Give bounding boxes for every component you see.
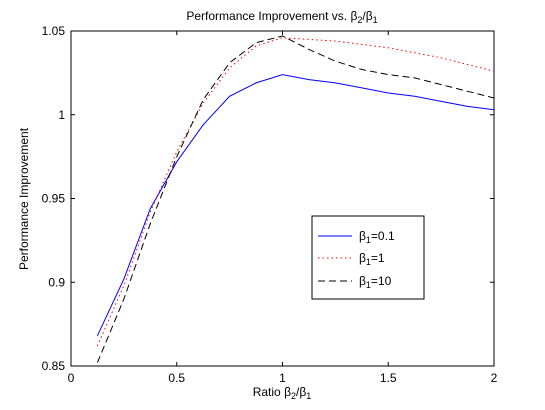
legend-label-1: β1=1: [359, 251, 385, 267]
y-axis-title: Performance Improvement: [17, 127, 31, 270]
chart-title: Performance Improvement vs. β2/β1: [186, 9, 377, 25]
y-tick-label: 1.05: [42, 24, 66, 38]
legend-label-0: β1=0.1: [359, 229, 395, 245]
x-tick-label: 0: [68, 371, 75, 385]
y-tick-label: 1: [58, 108, 65, 122]
x-tick-label: 2: [491, 371, 498, 385]
series-line-2: [96, 35, 495, 363]
legend: β1=0.1 β1=1 β1=10: [311, 215, 425, 300]
legend-entries: β1=0.1 β1=1 β1=10: [318, 229, 395, 290]
x-axis-title: Ratio β2/β1: [253, 385, 312, 401]
series-line-0: [96, 74, 495, 337]
x-tick-label: 0.5: [168, 371, 185, 385]
y-tick-label: 0.95: [42, 192, 66, 206]
axes: 0 0.5 1 1.5 2 0.85 0.9 0.95 1 1.05: [42, 24, 498, 385]
legend-label-2: β1=10: [359, 274, 392, 290]
x-tick-label: 1.5: [380, 371, 397, 385]
y-tick-label: 0.9: [48, 275, 65, 289]
series: [96, 35, 495, 363]
x-tick-label: 1: [279, 371, 286, 385]
plot-area: [70, 30, 495, 367]
legend-box: [311, 215, 425, 300]
y-tick-label: 0.85: [42, 359, 66, 373]
series-line-1: [96, 37, 495, 347]
